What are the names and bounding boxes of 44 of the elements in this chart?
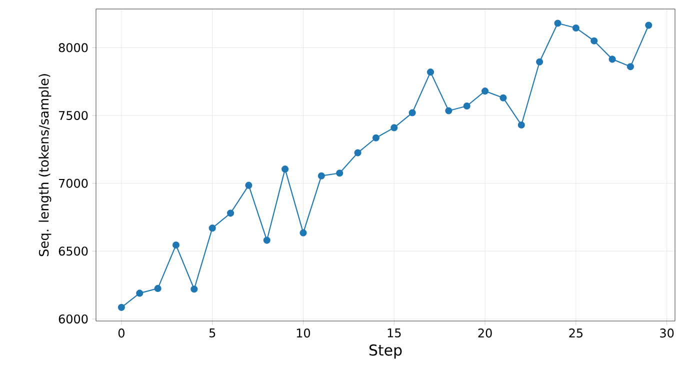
y-tick-label: 7500 <box>59 110 88 120</box>
point <box>500 94 507 102</box>
point <box>590 37 598 44</box>
point <box>263 236 270 244</box>
y-tick-label: 6000 <box>58 314 88 324</box>
x-axis-title: Step <box>369 344 402 359</box>
x-tick-label: 25 <box>569 328 582 338</box>
y-tick-label: 7000 <box>59 178 88 188</box>
point <box>645 22 652 29</box>
point <box>154 284 162 292</box>
x-tick-label: 5 <box>209 328 216 338</box>
point <box>426 68 434 76</box>
point <box>354 149 362 156</box>
point <box>172 241 180 249</box>
point <box>372 134 380 142</box>
x-tick-label: 15 <box>388 328 401 338</box>
x-tick-label: 20 <box>478 328 492 338</box>
point <box>536 58 544 66</box>
x-tick-label: 10 <box>296 328 310 338</box>
point <box>572 24 580 32</box>
point <box>318 172 325 180</box>
point <box>608 56 616 63</box>
point <box>190 286 198 293</box>
point <box>518 121 525 129</box>
point <box>336 170 344 177</box>
point <box>208 224 216 232</box>
point <box>463 102 470 110</box>
y-tick-label: 8000 <box>58 43 88 52</box>
point <box>481 88 489 95</box>
y-tick-label: 6500 <box>58 246 88 256</box>
point <box>118 304 125 311</box>
point <box>226 210 234 217</box>
x-tick-label: 0 <box>118 328 124 338</box>
point <box>445 107 452 114</box>
point <box>136 290 144 297</box>
point <box>390 124 398 132</box>
x-tick-label: 30 <box>660 328 674 338</box>
point <box>554 20 562 27</box>
point <box>282 166 289 173</box>
point <box>626 63 634 70</box>
point <box>245 182 252 189</box>
point <box>300 229 307 236</box>
y-axis-title: Seq. length (tokens/sample) <box>38 74 52 256</box>
point <box>408 109 416 116</box>
